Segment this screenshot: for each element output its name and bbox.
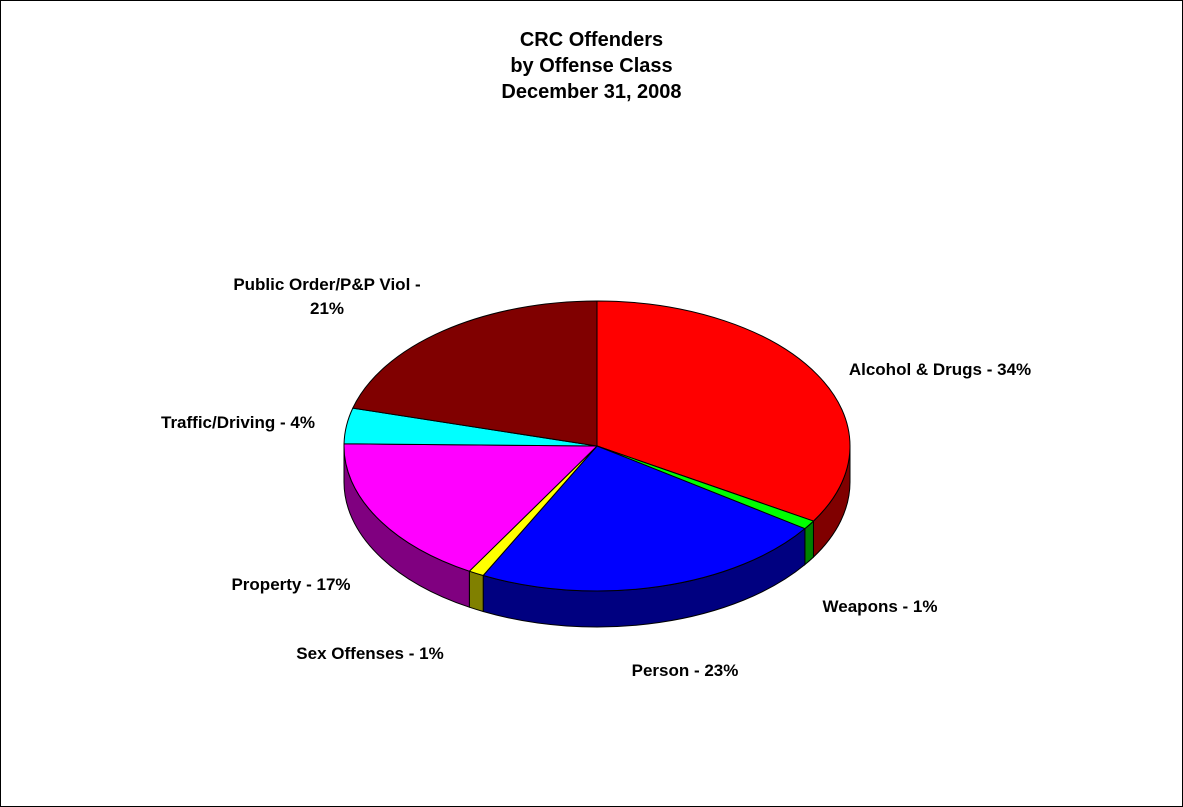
pie-label-public-order-p-p-viol-21: Public Order/P&P Viol - 21%	[233, 275, 420, 318]
pie-top	[343, 300, 851, 592]
pie-label-line: 21%	[310, 299, 344, 318]
pie-label-weapons-1: Weapons - 1%	[823, 597, 938, 616]
pie-labels: Alcohol & Drugs - 34% Weapons - 1% Person …	[161, 275, 1031, 680]
pie-label-alcohol-drugs-34: Alcohol & Drugs - 34%	[849, 360, 1031, 379]
pie-slice-person-23	[482, 445, 806, 592]
pie-label-line: Person - 23%	[632, 661, 739, 680]
pie-label-person-23: Person - 23%	[632, 661, 739, 680]
pie-label-line: Public Order/P&P Viol -	[233, 275, 420, 294]
chart-title: CRC Offenders by Offense Class December …	[0, 27, 1183, 105]
chart-title-line-3: December 31, 2008	[501, 81, 682, 103]
pie-label-traffic-driving-4: Traffic/Driving - 4%	[161, 413, 315, 432]
pie-slice-property-17	[343, 443, 598, 572]
pie-label-line: Property - 17%	[231, 575, 350, 594]
pie-label-sex-offenses-1: Sex Offenses - 1%	[296, 644, 443, 663]
pie-slice-alcohol-drugs-34	[596, 300, 851, 522]
pie-label-line: Sex Offenses - 1%	[296, 644, 443, 663]
pie-side-sex-offenses-1	[468, 570, 484, 613]
pie-label-line: Traffic/Driving - 4%	[161, 413, 315, 432]
pie-label-line: Alcohol & Drugs - 34%	[849, 360, 1031, 379]
pie-label-line: Weapons - 1%	[823, 597, 938, 616]
pie-label-property-17: Property - 17%	[231, 575, 350, 594]
chart-title-line-2: by Offense Class	[510, 55, 673, 77]
chart-title-line-1: CRC Offenders	[519, 29, 664, 51]
pie-slice-public-order-p-p-viol-21	[352, 300, 598, 447]
